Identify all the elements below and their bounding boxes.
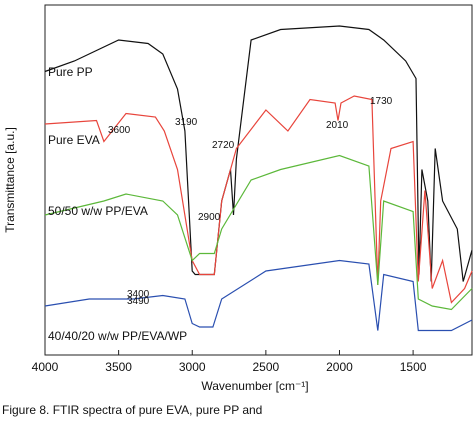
peak-annotation: 3400 (127, 289, 150, 300)
x-tick-label: 4000 (32, 360, 59, 374)
x-tick-label: 3500 (105, 360, 132, 374)
x-tick-label: 2500 (253, 360, 280, 374)
x-tick-label: 3000 (179, 360, 206, 374)
x-tick-label: 2000 (326, 360, 353, 374)
peak-annotation: 1730 (370, 96, 393, 107)
peak-annotation: 3190 (175, 117, 198, 128)
caption: Figure 8. FTIR spectra of pure EVA, pure… (2, 403, 262, 417)
spectrum-line (44, 25, 473, 282)
series-label: Pure EVA (48, 133, 100, 147)
peak-annotation: 3490 (127, 296, 150, 307)
y-axis-label: Transmittance [a.u.] (3, 127, 17, 233)
x-axis-label: Wavenumber [cm⁻¹] (201, 379, 308, 393)
peak-annotation: 2720 (212, 140, 235, 151)
series-label: 50/50 w/w PP/EVA (48, 204, 148, 218)
x-tick-label: 1500 (400, 360, 427, 374)
peak-annotation: 3600 (108, 125, 131, 136)
series-label: 40/40/20 w/w PP/EVA/WP (48, 329, 187, 343)
peak-annotation: 2900 (198, 212, 221, 223)
spectrum-line (44, 95, 473, 304)
plot-frame (44, 4, 473, 356)
series-label: Pure PP (48, 65, 93, 79)
peak-annotation: 2010 (326, 120, 349, 131)
spectrum-line (44, 259, 473, 332)
spectrum-line (44, 154, 473, 311)
